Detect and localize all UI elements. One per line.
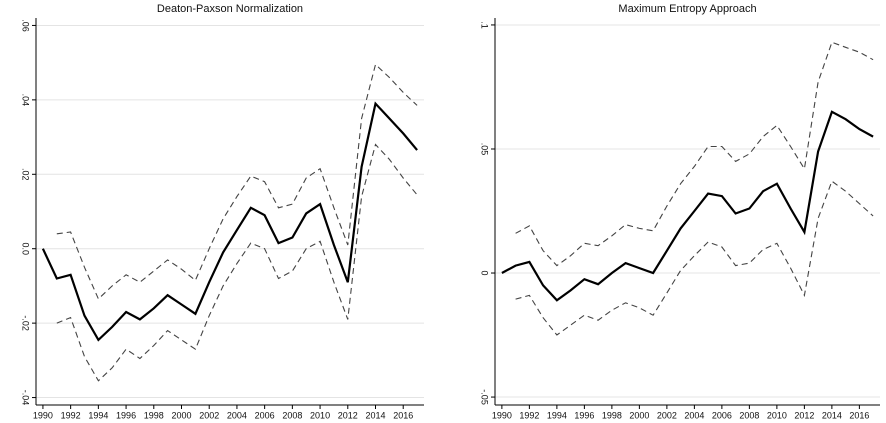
- y-tick-label: 0.0: [21, 242, 31, 255]
- x-tick-label: 2014: [822, 410, 842, 420]
- x-tick-label: 1992: [61, 410, 81, 420]
- x-tick-label: 1994: [547, 410, 567, 420]
- y-tick-label: .05: [480, 143, 490, 156]
- y-tick-label: .02: [21, 168, 31, 181]
- series-line: [515, 180, 874, 336]
- x-tick-label: 2000: [171, 410, 191, 420]
- x-tick-label: 2010: [767, 410, 787, 420]
- y-tick-label: -.05: [480, 389, 490, 405]
- series-line: [501, 110, 874, 302]
- series-line: [56, 63, 418, 300]
- y-tick-label: .06: [21, 19, 31, 32]
- x-tick-label: 2012: [794, 410, 814, 420]
- chart-title: Deaton-Paxson Normalization: [157, 3, 303, 15]
- y-tick-label: -.02: [21, 315, 31, 331]
- x-tick-label: 2002: [657, 410, 677, 420]
- x-tick-label: 2006: [712, 410, 732, 420]
- x-tick-label: 2006: [255, 410, 275, 420]
- y-tick-label: 0: [480, 271, 490, 276]
- x-tick-label: 1990: [492, 410, 512, 420]
- x-tick-label: 2008: [282, 410, 302, 420]
- series-line: [41, 101, 418, 342]
- y-tick-label: .04: [21, 94, 31, 107]
- x-tick-label: 2004: [227, 410, 247, 420]
- x-tick-label: 1998: [602, 410, 622, 420]
- x-tick-label: 2010: [310, 410, 330, 420]
- x-tick-label: 1996: [574, 410, 594, 420]
- x-tick-label: 1998: [144, 410, 164, 420]
- y-tick-label: .1: [480, 21, 490, 29]
- x-tick-label: 2016: [393, 410, 413, 420]
- x-tick-label: 2008: [739, 410, 759, 420]
- x-tick-label: 1996: [116, 410, 136, 420]
- series-line: [56, 143, 418, 382]
- x-tick-label: 2016: [849, 410, 869, 420]
- x-tick-label: 2004: [684, 410, 704, 420]
- chart-title: Maximum Entropy Approach: [618, 3, 756, 15]
- x-tick-label: 1994: [88, 410, 108, 420]
- y-tick-label: -.04: [21, 390, 31, 406]
- x-tick-label: 1990: [33, 410, 53, 420]
- series-line: [515, 41, 874, 267]
- x-tick-label: 2012: [338, 410, 358, 420]
- x-tick-label: 2000: [629, 410, 649, 420]
- x-tick-label: 2002: [199, 410, 219, 420]
- x-tick-label: 1992: [519, 410, 539, 420]
- x-tick-label: 2014: [365, 410, 385, 420]
